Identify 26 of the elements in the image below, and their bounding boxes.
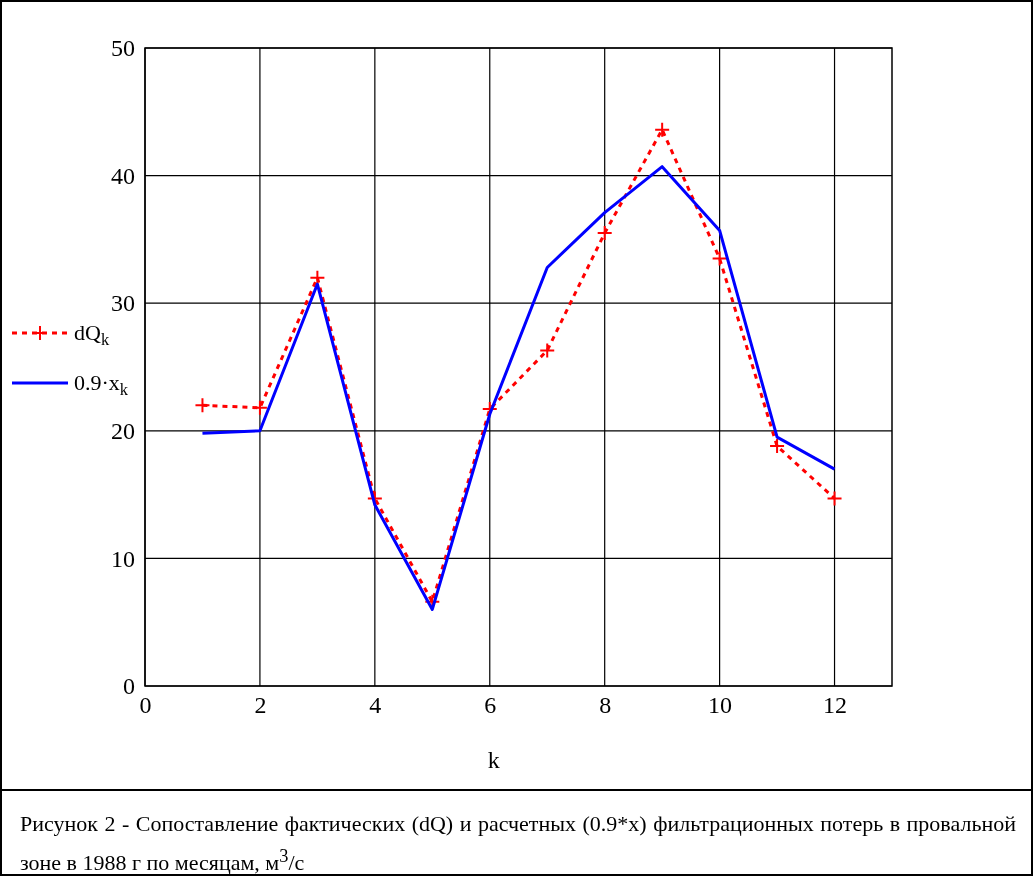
- x-tick-label: 0: [139, 692, 152, 719]
- point: [769, 438, 786, 455]
- point: [711, 250, 728, 267]
- legend-label: dQ$_{k}$: [74, 320, 110, 350]
- y-tick-label: 50: [111, 35, 135, 62]
- text: Рисунок 2 - Сопоставление фактических (dQ) и расчетных (0.9*x) фильтрационных потерь в провальной зоне в 1988 г по месяцам, м$^{3}$/с: [20, 810, 1016, 877]
- y-tick-label: 10: [111, 545, 135, 572]
- y-tick-label: 30: [111, 290, 135, 317]
- x-tick-label: 10: [708, 692, 733, 719]
- x-tick-label: 6: [484, 692, 497, 719]
- point: [539, 342, 556, 359]
- point: [251, 399, 268, 416]
- point: [596, 225, 613, 242]
- point: [309, 269, 326, 286]
- y-tick-label: 40: [111, 162, 135, 189]
- x-tick-label: 12: [823, 692, 848, 719]
- legend-label: 0.9·x$_{k}$: [74, 370, 129, 400]
- y-tick-label: 20: [111, 417, 135, 444]
- point: [826, 490, 843, 507]
- x-tick-label: 2: [254, 692, 267, 719]
- x-tick-label: 8: [599, 692, 612, 719]
- point: [654, 121, 671, 138]
- point: [194, 397, 211, 414]
- y-tick-label: 0: [123, 673, 135, 700]
- x-tick-label: 4: [369, 692, 382, 719]
- x-axis-title: k: [487, 747, 500, 773]
